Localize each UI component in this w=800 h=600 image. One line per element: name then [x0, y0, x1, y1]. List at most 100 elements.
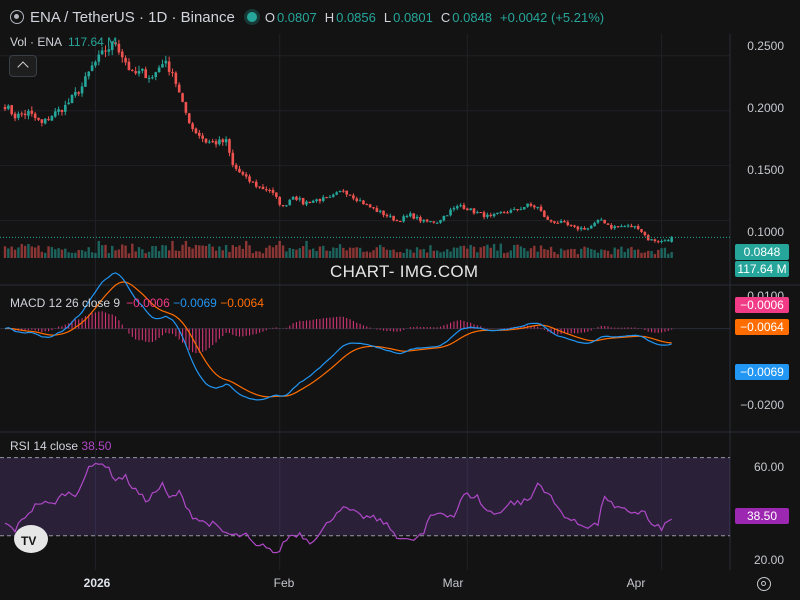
volume-bar [616, 249, 620, 258]
candle [566, 220, 570, 227]
rsi-legend[interactable]: RSI 14 close 38.50 [10, 439, 111, 453]
volume-bar [57, 248, 60, 258]
volume-bar [164, 245, 167, 258]
candle [268, 188, 271, 193]
volume-bars [3, 240, 673, 258]
pane-separators [0, 284, 800, 433]
volume-bar [636, 249, 640, 258]
volume-bar [569, 248, 573, 258]
candle-body [409, 213, 412, 217]
candle [573, 224, 576, 228]
candle [623, 225, 627, 228]
volume-bar [174, 250, 178, 258]
price-tick-0150: 0.1500 [747, 163, 784, 177]
volume-bar [543, 248, 546, 258]
rsi-legend-label: RSI 14 close [10, 439, 79, 453]
candle [218, 136, 221, 146]
macd-legend[interactable]: MACD 12 26 close 9 −0.0006 −0.0069 −0.006… [10, 296, 264, 310]
volume-bar [255, 251, 258, 258]
volume-bar [603, 249, 606, 258]
candle-body [449, 209, 452, 216]
candle-body [87, 71, 91, 77]
candle [620, 224, 623, 228]
candle-body [47, 119, 50, 121]
candle [372, 206, 375, 210]
candle-body [254, 181, 258, 187]
candle-body [388, 215, 392, 217]
candle-body [281, 205, 285, 207]
candle-body [583, 227, 586, 230]
collapse-legend-button[interactable] [9, 55, 37, 77]
candle-body [536, 206, 539, 208]
candle-body [569, 224, 573, 226]
volume-bar [379, 244, 382, 258]
volume-bar [375, 247, 379, 258]
candle-body [201, 135, 204, 139]
candle-body [171, 72, 174, 74]
candle-body [656, 241, 660, 243]
volume-bar [610, 254, 613, 258]
candle-body [633, 226, 637, 228]
candle-body [104, 50, 107, 52]
volume-bar [114, 250, 117, 258]
candle-body [177, 84, 181, 93]
volume-bar [111, 245, 114, 258]
volume-bar [245, 240, 248, 258]
candle-body [17, 113, 20, 118]
volume-legend[interactable]: Vol · ENA 117.64 M [10, 35, 117, 49]
candle [375, 205, 379, 213]
open-label: O [264, 9, 275, 25]
close-label: C [440, 9, 451, 25]
candle [425, 218, 429, 223]
volume-bar [318, 246, 322, 258]
candle-body [603, 219, 606, 224]
candle [275, 192, 278, 199]
volume-bar [435, 250, 439, 258]
rsi-tick-20: 20.00 [753, 553, 784, 567]
candle-body [462, 205, 466, 209]
candle [33, 111, 37, 121]
candle-body [516, 209, 519, 211]
candle-body [338, 190, 342, 193]
candle-body [90, 65, 94, 71]
volume-bar [141, 249, 144, 258]
volume-bar [278, 240, 281, 258]
candle [184, 101, 188, 116]
volume-bar [147, 251, 151, 258]
candle [211, 138, 214, 144]
volume-bar [526, 251, 529, 258]
tradingview-logo-icon[interactable]: TV [14, 525, 48, 553]
volume-bar [33, 247, 37, 258]
candle-body [566, 222, 570, 226]
candle-body [60, 109, 64, 113]
candle [40, 119, 44, 127]
candle-body [586, 228, 590, 230]
volume-bar [355, 247, 358, 258]
candle-body [405, 215, 409, 217]
volume-bar [127, 253, 131, 258]
candle-body [295, 196, 298, 200]
price-tick-0100: 0.1000 [747, 225, 784, 239]
candle [60, 109, 64, 116]
candle-body [576, 226, 580, 230]
volume-bar [553, 251, 556, 258]
settings-gear-icon[interactable] [757, 577, 771, 591]
volume-bar [3, 246, 7, 258]
candle-body [653, 239, 657, 242]
candle-body [218, 139, 221, 145]
candle-body [623, 226, 627, 228]
candle-body [539, 206, 543, 211]
volume-bar [151, 246, 154, 258]
volume-bar [549, 246, 553, 258]
candle-body [37, 117, 40, 120]
volume-bar [60, 249, 64, 258]
candle-body [332, 194, 335, 197]
candle-body [670, 237, 673, 242]
volume-bar [37, 245, 40, 258]
candle-body [3, 106, 7, 110]
candle [539, 204, 543, 212]
candle [589, 224, 593, 229]
symbol-title[interactable]: ENA / TetherUS · 1D · Binance [30, 8, 235, 26]
candle-body [114, 42, 117, 45]
